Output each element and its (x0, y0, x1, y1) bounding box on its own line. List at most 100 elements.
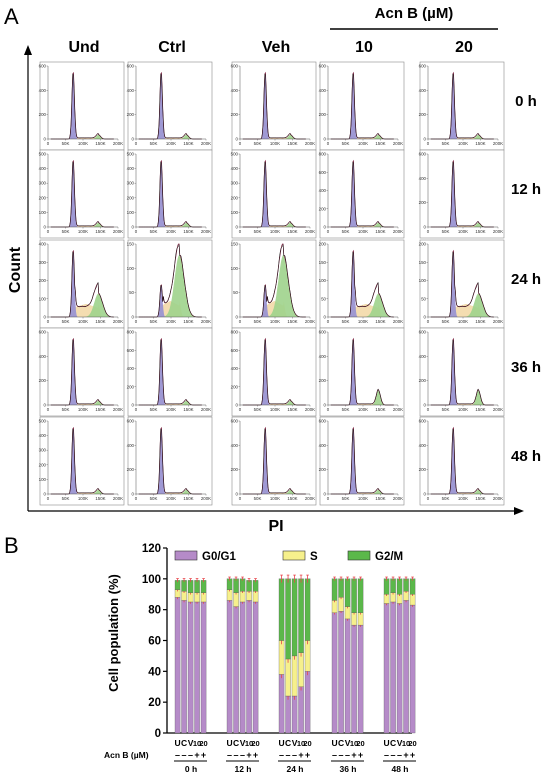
row-header: 48 h (511, 448, 541, 465)
x-tick-label: 200K (493, 319, 503, 324)
x-tick-label: 50K (62, 407, 70, 412)
x-tick-label: 0 (239, 229, 242, 234)
bar-segment (181, 600, 187, 734)
y-tick-label: 150 (231, 242, 239, 247)
y-tick-label: 400 (419, 354, 427, 359)
column-header: Veh (262, 39, 290, 56)
histogram-panel: 0 50K 100K 150K 200K 0 200 400 600 (127, 61, 213, 151)
x-tick-label: 50K (150, 141, 158, 146)
y-tick-label: 200 (319, 112, 327, 117)
bar-segment (304, 578, 311, 641)
bar-label: V (240, 738, 246, 748)
x-tick-label: 50K (442, 319, 450, 324)
g2m-phase-area (330, 293, 394, 317)
histogram-frame (319, 327, 405, 417)
x-tick-label: 50K (62, 141, 70, 146)
row-header: 36 h (511, 359, 541, 376)
group-label: 12 h (234, 764, 251, 774)
acn-label: Acn B (µM) (104, 750, 149, 760)
y-tick-label: 500 (231, 152, 239, 157)
bar-segment (344, 578, 351, 607)
y-tick-label: 200 (319, 467, 327, 472)
x-tick-label: 0 (327, 229, 330, 234)
y-tick-label: 0 (324, 315, 327, 320)
x-tick-label: 200K (113, 319, 123, 324)
y-tick-label: 500 (127, 152, 135, 157)
g2m-phase-area (138, 400, 202, 405)
x-tick-label: 150K (475, 141, 485, 146)
y-tick-label: 400 (231, 443, 239, 448)
x-tick-label: 200K (113, 496, 123, 501)
bar-y-tick-label: 120 (142, 543, 161, 555)
bar-segment (344, 606, 351, 620)
y-tick-label: 0 (44, 315, 47, 320)
y-axis-arrowhead (24, 45, 32, 55)
bar-label: C (285, 738, 291, 748)
x-tick-label: 100K (78, 496, 88, 501)
bar-label: 20 (356, 739, 364, 748)
y-tick-label: 0 (236, 225, 239, 230)
g2m-phase-area (138, 255, 202, 317)
y-tick-label: 0 (44, 137, 47, 142)
histogram-panel: 0 50K 100K 150K 200K 0 200 400 600 (127, 416, 213, 506)
x-tick-label: 0 (427, 141, 430, 146)
y-tick-label: 400 (231, 166, 239, 171)
y-tick-label: 600 (319, 170, 327, 175)
x-tick-label: 100K (166, 319, 176, 324)
x-tick-label: 150K (183, 496, 193, 501)
g2m-phase-area (242, 222, 306, 227)
bar-label: 20 (303, 739, 311, 748)
y-tick-label: 400 (319, 88, 327, 93)
y-tick-label: 600 (419, 419, 427, 424)
y-tick-label: 400 (127, 366, 135, 371)
x-tick-label: 50K (150, 407, 158, 412)
histogram-frame (127, 149, 213, 239)
y-tick-label: 200 (127, 384, 135, 389)
legend-label: G0/G1 (202, 551, 236, 563)
y-tick-label: 200 (419, 378, 427, 383)
histogram-frame (127, 327, 213, 417)
acn-sign: – (332, 750, 337, 760)
bar-label: U (226, 738, 232, 748)
y-tick-label: 150 (319, 260, 327, 265)
y-tick-label: 400 (231, 88, 239, 93)
histogram-panel: 0 50K 100K 150K 200K 0 50 100 150 200 (319, 239, 405, 329)
x-tick-label: 100K (270, 496, 280, 501)
x-tick-label: 200K (305, 319, 315, 324)
y-tick-label: 0 (132, 492, 135, 497)
g2m-phase-area (430, 293, 494, 317)
x-tick-label: 50K (442, 496, 450, 501)
y-tick-label: 400 (419, 176, 427, 181)
y-tick-label: 0 (132, 315, 135, 320)
x-tick-label: 150K (183, 229, 193, 234)
histogram-panel: 0 50K 100K 150K 200K 0 200 400 600 (231, 416, 317, 506)
x-tick-label: 50K (254, 496, 262, 501)
x-tick-label: 200K (393, 496, 403, 501)
y-tick-label: 100 (39, 210, 47, 215)
bar-segment (298, 686, 304, 734)
x-tick-label: 200K (201, 141, 211, 146)
y-tick-label: 0 (236, 492, 239, 497)
y-tick-label: 0 (324, 492, 327, 497)
bar-segment (403, 600, 409, 734)
x-tick-label: 0 (327, 407, 330, 412)
y-tick-label: 0 (324, 225, 327, 230)
bar-segment (233, 578, 239, 593)
x-tick-label: 0 (239, 496, 242, 501)
histogram-panel: 0 50K 100K 150K 200K 0 50 100 150 200 (419, 239, 505, 329)
y-tick-label: 50 (233, 290, 238, 295)
histogram-panel: 0 50K 100K 150K 200K 0 200 400 600 (319, 61, 405, 151)
histogram-panel: 0 50K 100K 150K 200K 0 200 400 600 800 (127, 327, 213, 417)
y-tick-label: 300 (39, 448, 47, 453)
y-tick-label: 600 (419, 64, 427, 69)
group-label: 24 h (286, 764, 303, 774)
x-tick-label: 200K (201, 496, 211, 501)
x-tick-label: 50K (442, 407, 450, 412)
bar-y-tick-label: 60 (148, 636, 161, 648)
bar-segment (194, 580, 200, 593)
panel-b-letter: B (4, 533, 19, 558)
y-tick-label: 400 (231, 366, 239, 371)
bar-segment (390, 578, 396, 593)
x-tick-label: 150K (287, 407, 297, 412)
x-tick-label: 100K (270, 407, 280, 412)
